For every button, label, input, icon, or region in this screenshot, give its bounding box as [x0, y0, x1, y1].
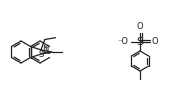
Text: S: S [38, 50, 44, 59]
Text: +: + [43, 45, 49, 50]
Text: O: O [137, 22, 143, 31]
Text: ⁻O: ⁻O [117, 37, 129, 46]
Text: S: S [136, 37, 144, 47]
Text: O: O [151, 37, 158, 46]
Text: N: N [42, 45, 48, 54]
